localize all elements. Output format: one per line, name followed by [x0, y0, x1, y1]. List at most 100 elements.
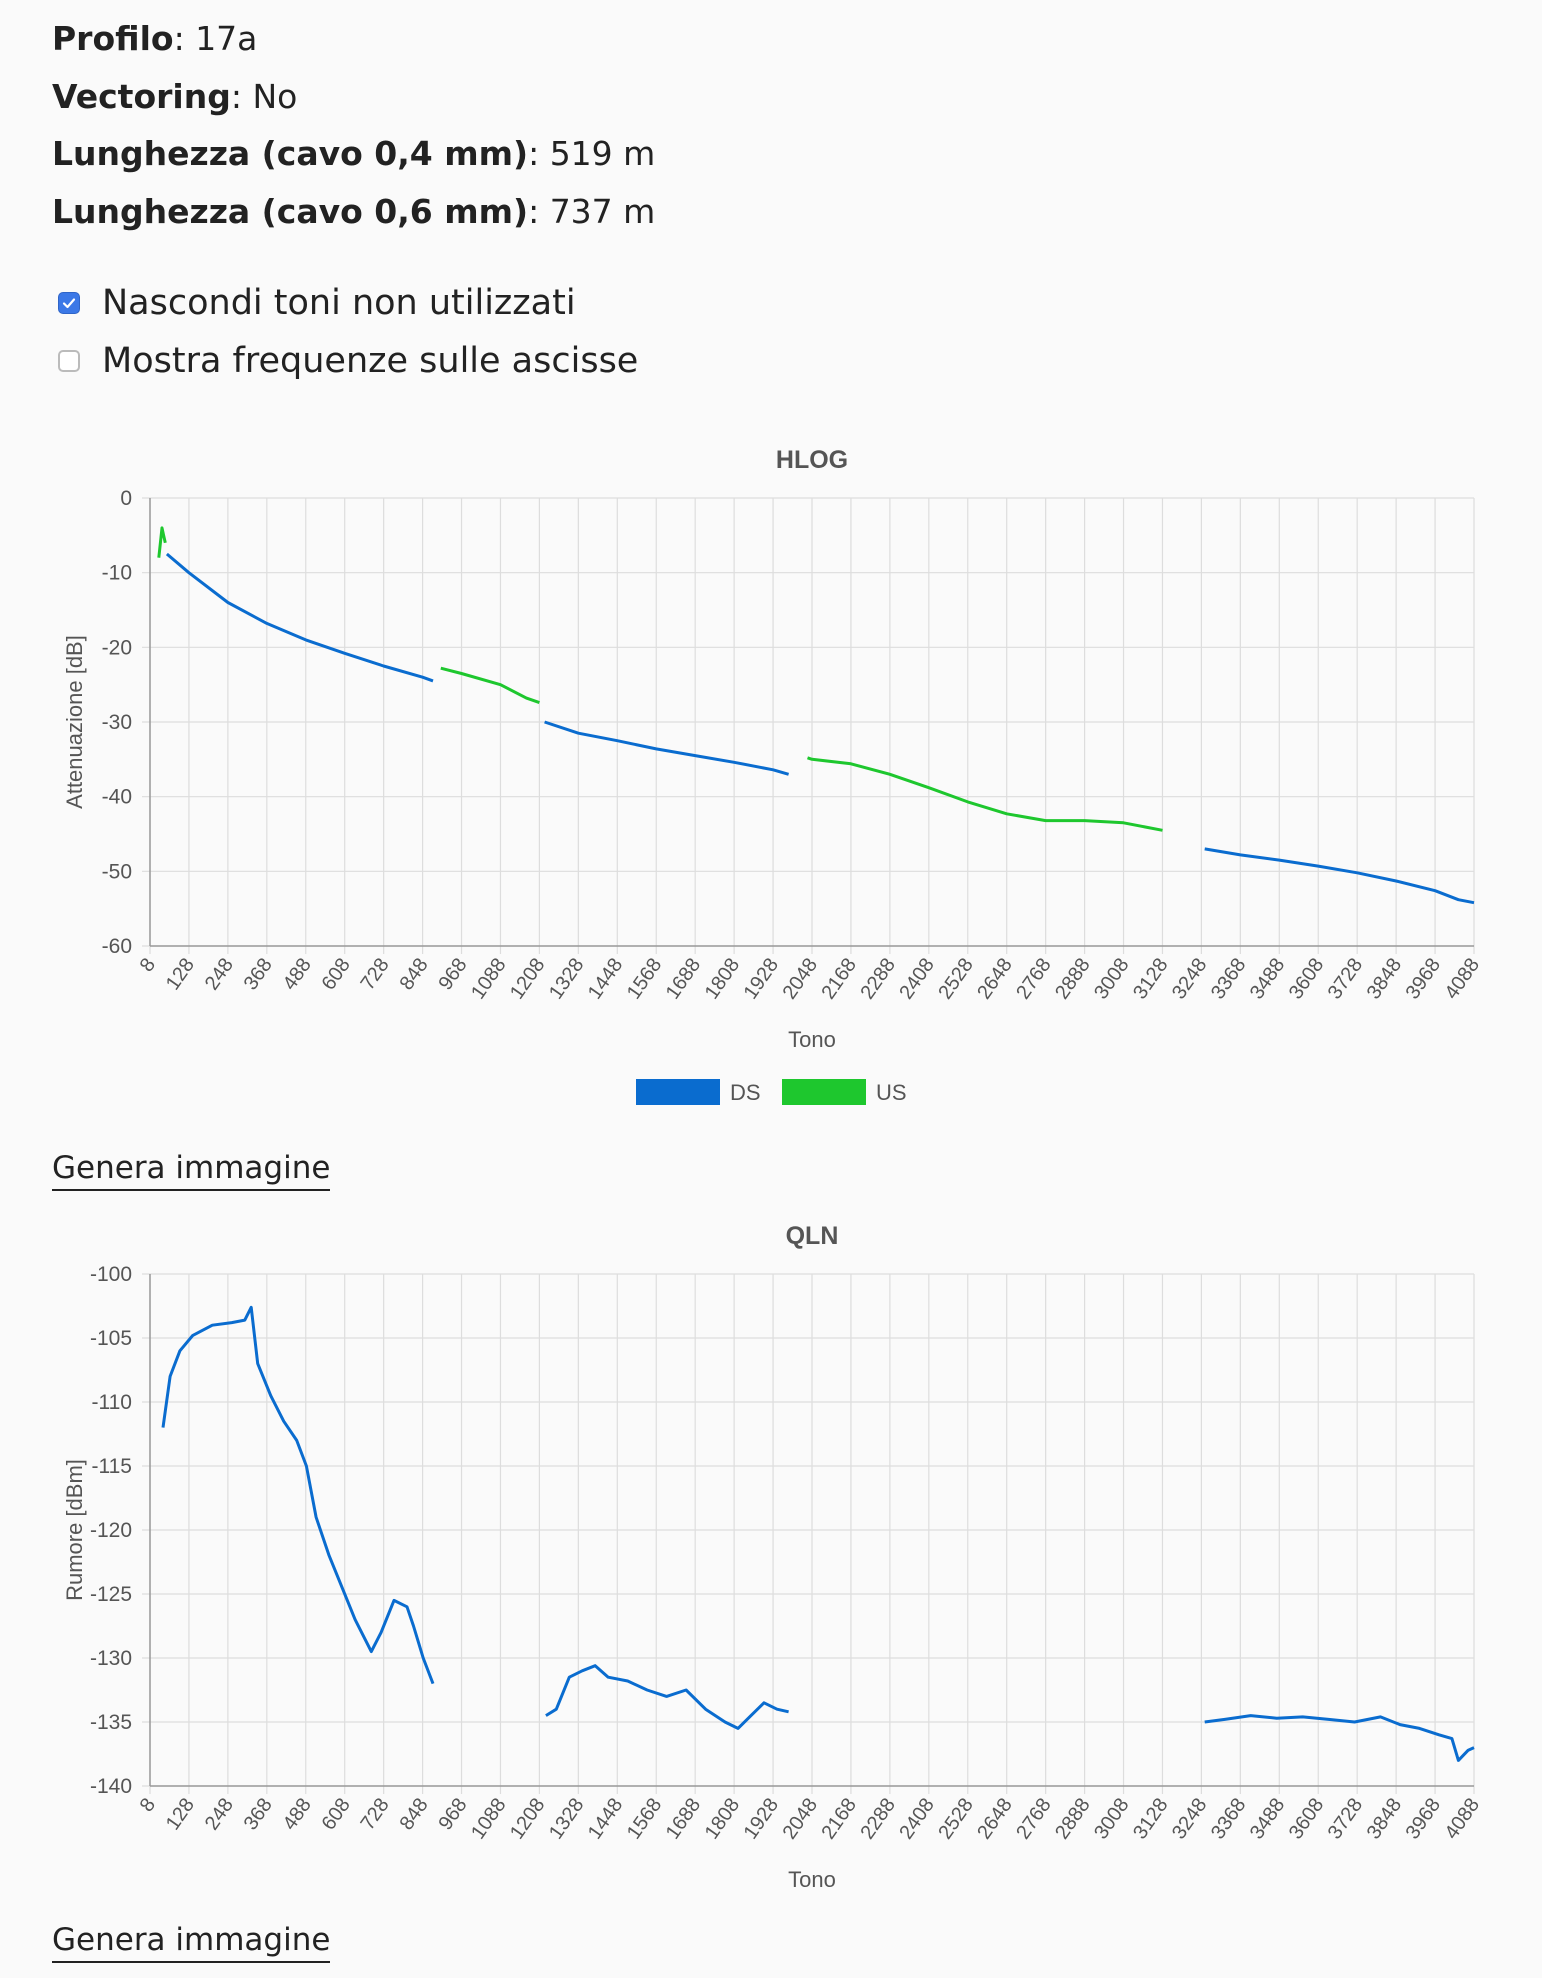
profile-label: Profilo: [52, 19, 174, 58]
chart-1-x-tick-label: 1328: [545, 1794, 589, 1843]
chart-0-legend-label-ds: DS: [730, 1080, 761, 1105]
chart-0-series-ds-line: [165, 552, 434, 683]
length-06-row: Lunghezza (cavo 0,6 mm): 737 m: [52, 191, 656, 231]
chart-0-x-tick-label: 1448: [584, 954, 628, 1003]
hide-unused-tones-checkbox[interactable]: [58, 292, 80, 314]
chart-0-series-us-line: [440, 666, 540, 705]
hlog-chart: HLOG 8 128 248 368 488 608 728 848 96810881208132…: [62, 446, 1485, 1105]
chart-1-x-tick-label: 2168: [817, 1794, 861, 1843]
chart-1-x-tick-label: 3248: [1168, 1794, 1212, 1843]
chart-0-series-ds-line: [1204, 847, 1475, 905]
chart-1-x-tick-label: 608: [318, 1794, 355, 1834]
chart-1-y-tick-label: -105: [90, 1327, 132, 1350]
chart-0-x-tick-label: 3968: [1402, 954, 1446, 1003]
chart-0-x-tick-label: 3248: [1168, 954, 1212, 1003]
chart-1-x-tick-label: 1928: [740, 1794, 784, 1843]
chart-0-x-tick-label: 2408: [895, 954, 939, 1003]
length-04-value: 519 m: [549, 134, 656, 173]
line-info: Profilo: 17a Vectoring: No Lunghezza (ca…: [52, 10, 655, 240]
chart-1-series-ds-line: [545, 1664, 789, 1730]
chart-0-y-tick-label: -10: [102, 562, 132, 585]
chart-1-y-axis-label: Rumore [dBm]: [62, 1459, 87, 1601]
chart-0-x-tick-label: 248: [201, 954, 238, 994]
chart-0-x-tick-label: 1688: [662, 954, 706, 1003]
chart-0-series-us-line: [807, 756, 1163, 832]
chart-0-x-tick-label: 128: [162, 954, 199, 994]
chart-1-x-tick-label: 848: [396, 1794, 433, 1834]
chart-1-x-tick-label: 248: [201, 1794, 238, 1834]
chart-0-x-tick-label: 3848: [1363, 954, 1407, 1003]
chart-0-x-tick-label: 1208: [506, 954, 550, 1003]
chart-0-x-axis-label: Tono: [788, 1027, 836, 1052]
chart-0-y-tick-label: -40: [102, 786, 132, 809]
qln-chart: QLN 8 128 248 368 488 608 728 848 968108812081328…: [62, 1222, 1485, 1892]
chart-1-y-tick-label: -140: [90, 1775, 132, 1798]
show-frequencies-checkbox[interactable]: [58, 350, 80, 372]
chart-0-x-tick-label: 848: [396, 954, 433, 994]
chart-1-series-ds-line: [1204, 1714, 1475, 1762]
chart-0-x-tick-label: 1928: [740, 954, 784, 1003]
chart-1-x-axis-label: Tono: [788, 1867, 836, 1892]
chart-1-x-tick-label: 1688: [662, 1794, 706, 1843]
hide-unused-tones-label: Nascondi toni non utilizzati: [102, 283, 576, 323]
chart-0-x-tick-label: 3728: [1324, 954, 1368, 1003]
chart-1-x-tick-label: 3848: [1363, 1794, 1407, 1843]
chart-0-x-tick-label: 1568: [623, 954, 667, 1003]
chart-0-series-us-line: [157, 526, 167, 558]
chart-0-x-tick-label: 2048: [779, 954, 823, 1003]
chart-1-title: QLN: [786, 1222, 839, 1250]
chart-0-x-tick-label: 1088: [467, 954, 511, 1003]
chart-1-x-tick-label: 8: [136, 1794, 160, 1816]
vectoring-label: Vectoring: [52, 76, 231, 116]
length-04-label: Lunghezza (cavo 0,4 mm): [52, 134, 529, 173]
chart-1-x-tick-label: 1448: [584, 1794, 628, 1843]
chart-0-x-tick-label: 3368: [1207, 954, 1251, 1003]
vectoring-value: No: [252, 76, 298, 116]
chart-1-x-tick-label: 128: [162, 1794, 199, 1834]
chart-1-y-tick-label: -100: [90, 1263, 132, 1286]
chart-1-x-tick-label: 2888: [1051, 1794, 1095, 1843]
chart-1-series-ds-line: [161, 1305, 435, 1685]
chart-0-x-tick-label: 728: [357, 954, 394, 994]
chart-0-series-ds-line: [544, 720, 790, 776]
hide-unused-tones-option[interactable]: Nascondi toni non utilizzati: [58, 274, 638, 332]
chart-0-x-tick-label: 2288: [856, 954, 900, 1003]
chart-0-y-tick-label: -50: [102, 860, 132, 883]
chart-0-x-tick-label: 2528: [934, 954, 978, 1003]
chart-0-x-tick-label: 968: [434, 954, 471, 994]
chart-1-y-tick-label: -130: [90, 1647, 132, 1670]
chart-1-x-tick-label: 3128: [1129, 1794, 1173, 1843]
chart-0-x-tick-label: 368: [240, 954, 277, 994]
generate-image-button-hlog[interactable]: Genera immagine: [52, 1150, 331, 1191]
show-frequencies-label: Mostra frequenze sulle ascisse: [102, 341, 639, 381]
chart-1-x-tick-label: 368: [240, 1794, 277, 1834]
chart-1-x-tick-label: 3008: [1090, 1794, 1134, 1843]
chart-0-y-axis-label: Attenuazione [dB]: [62, 635, 87, 809]
chart-1-x-tick-label: 3488: [1246, 1794, 1290, 1843]
chart-1-x-tick-label: 1808: [701, 1794, 745, 1843]
generate-image-button-qln[interactable]: Genera immagine: [52, 1922, 331, 1963]
chart-1-x-tick-label: 2048: [779, 1794, 823, 1843]
chart-0-legend-label-us: US: [876, 1080, 907, 1105]
chart-0-x-tick-label: 4088: [1441, 954, 1485, 1003]
chart-0-x-tick-label: 3128: [1129, 954, 1173, 1003]
chart-1-x-tick-label: 3608: [1285, 1794, 1329, 1843]
chart-1-x-tick-label: 4088: [1441, 1794, 1485, 1843]
chart-0-y-tick-label: 0: [120, 487, 132, 510]
chart-1-x-tick-label: 2528: [934, 1794, 978, 1843]
chart-0-x-tick-label: 2888: [1051, 954, 1095, 1003]
chart-0-x-tick-label: 2648: [973, 954, 1017, 1003]
chart-0-x-tick-label: 2168: [817, 954, 861, 1003]
chart-0-title: HLOG: [776, 446, 848, 474]
options-list: Nascondi toni non utilizzati Mostra freq…: [58, 274, 638, 390]
chart-0-x-tick-label: 3008: [1090, 954, 1134, 1003]
chart-1-y-tick-label: -135: [90, 1711, 132, 1734]
chart-1-x-tick-label: 728: [357, 1794, 394, 1834]
vectoring-row: Vectoring: No: [52, 76, 298, 116]
chart-0-x-tick-label: 2768: [1012, 954, 1056, 1003]
profile-row: Profilo: 17a: [52, 19, 258, 58]
chart-0-x-tick-label: 608: [318, 954, 355, 994]
chart-1-y-tick-label: -125: [90, 1583, 132, 1606]
chart-1-x-tick-label: 1568: [623, 1794, 667, 1843]
show-frequencies-option[interactable]: Mostra frequenze sulle ascisse: [58, 332, 638, 390]
